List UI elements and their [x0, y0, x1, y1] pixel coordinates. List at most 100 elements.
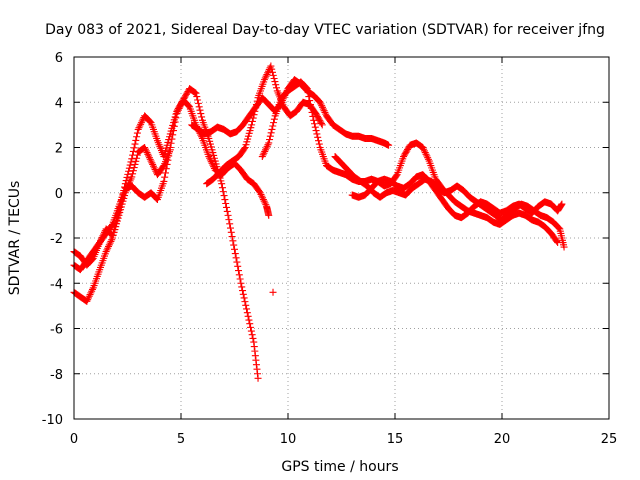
- data-point: [310, 120, 318, 128]
- data-point: [243, 309, 251, 317]
- data-point: [319, 103, 327, 111]
- data-point: [195, 103, 203, 111]
- data-point: [239, 287, 247, 295]
- data-point: [233, 258, 241, 266]
- data-point: [145, 117, 153, 125]
- data-point: [103, 246, 111, 254]
- data-point: [127, 158, 135, 166]
- series-track-a: [70, 85, 262, 382]
- data-point: [222, 203, 230, 211]
- data-point: [307, 104, 315, 112]
- series-track-e: [203, 62, 326, 188]
- data-point: [229, 237, 237, 245]
- data-point: [206, 156, 214, 164]
- data-point: [263, 142, 271, 150]
- data-point: [302, 84, 310, 92]
- data-point: [261, 147, 269, 155]
- data-point: [218, 184, 226, 192]
- data-point: [242, 301, 250, 309]
- data-point: [165, 152, 173, 160]
- data-point: [161, 169, 169, 177]
- y-tick-label: -4: [50, 277, 63, 292]
- data-point: [236, 275, 244, 283]
- data-point: [270, 119, 278, 127]
- data-point: [128, 155, 136, 163]
- data-point: [302, 83, 310, 91]
- data-point: [315, 140, 323, 148]
- data-point: [88, 285, 96, 293]
- x-tick-label: 5: [177, 432, 185, 447]
- data-point: [252, 101, 260, 109]
- data-point: [267, 62, 275, 70]
- data-point: [85, 292, 93, 300]
- data-point: [252, 104, 260, 112]
- data-point: [240, 294, 248, 302]
- data-point: [170, 122, 178, 130]
- x-tick-label: 20: [494, 432, 511, 447]
- data-point: [269, 71, 277, 79]
- data-point: [150, 164, 158, 172]
- data-point: [267, 129, 275, 137]
- data-point: [169, 131, 177, 139]
- data-point: [241, 298, 249, 306]
- y-tick-label: 4: [55, 96, 63, 111]
- data-point: [172, 114, 180, 122]
- data-point: [560, 243, 568, 251]
- data-point: [176, 103, 184, 111]
- data-point: [197, 110, 205, 118]
- data-point: [319, 105, 327, 113]
- data-point: [132, 157, 140, 165]
- data-point: [131, 140, 139, 148]
- y-tick-label: 2: [55, 142, 63, 157]
- data-point: [196, 106, 204, 114]
- y-axis-label: SDTVAR / TECUs: [7, 181, 23, 296]
- series-track-h: [348, 171, 566, 222]
- data-point: [268, 125, 276, 133]
- data-point: [313, 130, 321, 138]
- data-point: [234, 262, 242, 270]
- data-point: [259, 151, 267, 159]
- data-point: [261, 199, 269, 207]
- data-point: [108, 222, 116, 230]
- x-tick-label: 0: [70, 432, 78, 447]
- data-point: [165, 148, 173, 156]
- data-point: [269, 288, 277, 296]
- data-point: [135, 124, 143, 132]
- data-point: [424, 154, 432, 162]
- data-point: [312, 127, 320, 135]
- data-point: [272, 81, 280, 89]
- data-point: [320, 107, 328, 115]
- data-point: [305, 93, 313, 101]
- data-point: [223, 207, 231, 215]
- data-point: [264, 141, 272, 149]
- data-point: [106, 239, 114, 247]
- data-point: [260, 197, 268, 205]
- data-point: [153, 195, 161, 203]
- data-point: [247, 323, 255, 331]
- data-point: [259, 196, 267, 204]
- data-point: [385, 141, 393, 149]
- data-point: [270, 74, 278, 82]
- data-point: [249, 334, 257, 342]
- data-point: [231, 250, 239, 258]
- data-point: [170, 127, 178, 135]
- data-point: [105, 242, 113, 250]
- data-point: [226, 224, 234, 232]
- data-point: [133, 151, 141, 159]
- data-point: [257, 190, 265, 198]
- data-point: [145, 152, 153, 160]
- data-point: [163, 160, 171, 168]
- series-outlier: [269, 288, 277, 296]
- data-point: [245, 316, 253, 324]
- data-point: [222, 199, 230, 207]
- data-point: [206, 154, 214, 162]
- data-point: [126, 161, 134, 169]
- y-tick-label: -8: [50, 368, 63, 383]
- data-point: [138, 117, 146, 125]
- data-point: [269, 122, 277, 130]
- data-point: [555, 224, 563, 232]
- data-point: [174, 108, 182, 116]
- data-point: [133, 154, 141, 162]
- data-point: [265, 139, 273, 147]
- data-point: [316, 98, 324, 106]
